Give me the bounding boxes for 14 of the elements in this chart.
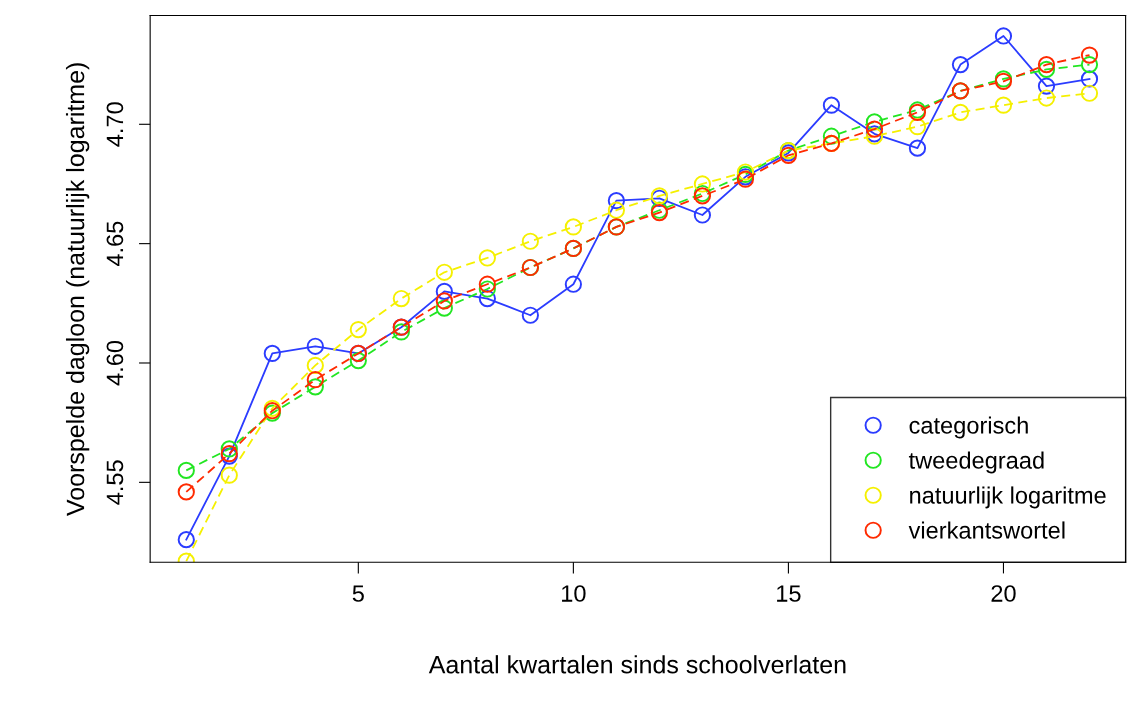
y-tick-label: 4.70 (106, 102, 124, 147)
legend-label: tweedegraad (908, 451, 1044, 474)
x-tick-label: 15 (777, 585, 801, 602)
y-tick-label: 4.65 (106, 221, 124, 267)
y-axis-title: Voorspelde dagloon (natuurlijk logaritme) (65, 63, 90, 516)
legend-label: categorisch (909, 416, 1028, 439)
x-tick-label: 5 (352, 585, 364, 602)
x-tick-label: 10 (562, 585, 586, 602)
y-tick-label: 4.60 (106, 340, 124, 386)
legend-label: natuurlijk logaritme (910, 486, 1106, 509)
y-tick-label: 4.55 (106, 460, 124, 505)
legend-label: vierkantswortel (908, 521, 1065, 539)
x-axis-title: Aantal kwartalen sinds schoolverlaten (428, 655, 846, 674)
x-tick-label: 20 (991, 585, 1016, 602)
